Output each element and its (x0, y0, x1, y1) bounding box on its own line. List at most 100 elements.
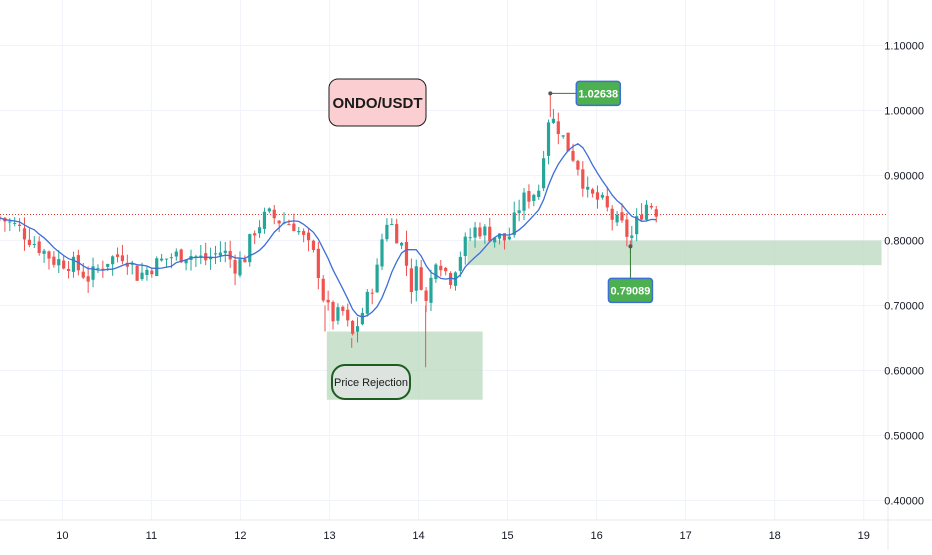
candle-body (125, 262, 129, 267)
candle-body (448, 273, 453, 285)
chart-title: ONDO/USDT (333, 95, 423, 112)
candle-body (111, 256, 115, 265)
candle-body (208, 256, 213, 260)
candle-body (497, 233, 502, 239)
candle-body (311, 240, 316, 250)
candle-body (81, 271, 85, 278)
x-tick-label: 14 (412, 530, 424, 542)
candle-body (590, 189, 595, 194)
candle-body (32, 244, 36, 246)
candle-body (106, 263, 110, 267)
candle-body (542, 158, 546, 189)
candle-body (493, 237, 497, 243)
price-rejection-text: Price Rejection (334, 377, 408, 389)
low-annotation: 0.79089 (607, 244, 654, 304)
candle-body (27, 239, 31, 245)
candle-body (135, 265, 139, 281)
candle-body (380, 239, 384, 267)
candle-body (130, 263, 134, 265)
candle-body (160, 258, 164, 261)
candle-body (248, 234, 252, 263)
x-tick-label: 10 (56, 530, 68, 542)
candle-body (194, 256, 198, 258)
candle-body (566, 132, 570, 152)
candle-body (115, 254, 120, 257)
candle-body (184, 259, 188, 264)
y-tick-label: 0.60000 (884, 366, 924, 378)
candle-body (370, 292, 374, 294)
candle-body (429, 277, 433, 303)
candle-body (586, 186, 590, 190)
candle-body (37, 241, 41, 253)
candle-body (174, 251, 178, 257)
candles (0, 93, 658, 368)
candle-body (630, 235, 634, 238)
x-tick-label: 17 (680, 530, 692, 542)
candle-body (556, 121, 560, 135)
candle-body (91, 266, 95, 280)
candle-body (331, 301, 335, 322)
candle-body (610, 208, 614, 220)
candle-body (155, 258, 159, 277)
candle-body (478, 227, 482, 237)
candle-body (488, 226, 492, 242)
x-tick-label: 11 (146, 530, 157, 542)
high-label: 1.02638 (578, 88, 618, 100)
candle-body (424, 290, 428, 301)
candle-body (404, 241, 409, 266)
candle-body (419, 267, 423, 290)
candle-body (635, 216, 639, 235)
candle-body (57, 259, 61, 266)
candle-body (399, 242, 404, 246)
candle-body (8, 221, 12, 223)
candle-body (537, 190, 541, 198)
candle-body (561, 135, 565, 137)
candle-body (262, 211, 267, 229)
x-tick-label: 13 (323, 530, 335, 542)
candle-body (620, 212, 624, 221)
candle-body (346, 309, 350, 321)
candle-body (150, 270, 154, 275)
y-axis: 0.40000 0.50000 0.60000 0.70000 0.80000 0.900… (884, 41, 924, 508)
candle-body (458, 256, 462, 271)
x-axis: 10 11 12 13 14 15 16 17 18 19 (56, 530, 870, 542)
candle-body (169, 257, 174, 259)
candle-body (243, 259, 247, 263)
candle-body (639, 214, 644, 220)
candle-body (316, 248, 320, 279)
candle-body (595, 192, 600, 200)
candle-body (409, 268, 413, 293)
candle-body (287, 224, 291, 226)
candle-body (179, 249, 183, 263)
candle-body (649, 205, 653, 208)
candle-body (101, 268, 105, 270)
title-box: ONDO/USDT (328, 78, 427, 127)
candle-body (140, 272, 144, 280)
y-tick-label: 0.40000 (884, 496, 924, 508)
candle-body (86, 276, 90, 282)
candle-body (605, 195, 609, 208)
candle-body (213, 253, 218, 255)
candle-body (644, 204, 649, 220)
candle-body (42, 250, 46, 254)
candle-body (532, 194, 536, 201)
candle-body (522, 192, 526, 211)
candle-body (463, 236, 467, 257)
candle-body (62, 260, 66, 269)
candle-body (306, 232, 311, 241)
candle-body (473, 227, 477, 238)
y-tick-label: 0.80000 (884, 236, 924, 248)
candle-body (395, 224, 399, 244)
candle-body (517, 210, 521, 214)
candle-body (654, 209, 658, 217)
candle-body (336, 307, 340, 321)
candle-body (71, 256, 76, 272)
y-tick-label: 0.90000 (884, 171, 924, 183)
high-annotation: 1.02638 (548, 80, 622, 107)
candle-body (292, 223, 296, 232)
x-tick-label: 12 (234, 530, 246, 542)
candle-body (253, 233, 257, 236)
